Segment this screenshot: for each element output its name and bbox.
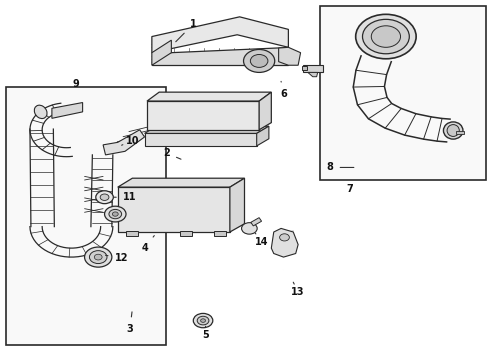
Circle shape: [94, 254, 102, 260]
Text: 6: 6: [280, 81, 286, 99]
Bar: [303, 64, 322, 72]
Text: 8: 8: [325, 162, 353, 172]
Circle shape: [104, 206, 126, 222]
Text: 14: 14: [254, 233, 268, 247]
Text: 4: 4: [141, 235, 154, 253]
Polygon shape: [307, 72, 317, 77]
Bar: [455, 131, 463, 134]
Bar: [302, 66, 306, 69]
Polygon shape: [152, 17, 288, 53]
Text: 2: 2: [163, 148, 181, 159]
Text: 13: 13: [291, 282, 304, 297]
Polygon shape: [259, 92, 271, 130]
Polygon shape: [180, 231, 191, 235]
Polygon shape: [147, 92, 271, 101]
Text: 5: 5: [202, 326, 208, 340]
Circle shape: [370, 26, 400, 47]
Polygon shape: [152, 47, 288, 65]
Circle shape: [241, 223, 257, 234]
Ellipse shape: [34, 105, 47, 118]
Polygon shape: [144, 134, 256, 146]
Polygon shape: [278, 47, 300, 65]
Text: 1: 1: [175, 19, 196, 42]
Polygon shape: [126, 231, 138, 235]
Polygon shape: [229, 178, 244, 232]
Polygon shape: [118, 187, 229, 232]
Polygon shape: [144, 126, 268, 134]
Circle shape: [243, 49, 274, 72]
Polygon shape: [214, 231, 225, 235]
Circle shape: [200, 319, 205, 322]
Circle shape: [96, 191, 113, 204]
Circle shape: [362, 19, 408, 54]
Text: 7: 7: [345, 184, 352, 194]
Circle shape: [84, 247, 112, 267]
Text: 11: 11: [114, 192, 136, 202]
Text: 10: 10: [122, 136, 139, 145]
Bar: [5, 87, 166, 345]
Polygon shape: [52, 103, 82, 118]
Ellipse shape: [443, 122, 462, 139]
Polygon shape: [250, 218, 261, 226]
Bar: [320, 6, 485, 180]
Circle shape: [112, 212, 118, 216]
Polygon shape: [256, 126, 268, 146]
Ellipse shape: [446, 125, 458, 136]
Polygon shape: [103, 130, 144, 155]
Circle shape: [193, 314, 212, 328]
Polygon shape: [118, 178, 244, 187]
Polygon shape: [152, 40, 171, 65]
Text: 3: 3: [126, 312, 133, 334]
Polygon shape: [147, 101, 259, 130]
Circle shape: [100, 194, 109, 201]
Circle shape: [355, 14, 415, 59]
Circle shape: [89, 251, 107, 264]
Text: 9: 9: [73, 79, 80, 89]
Circle shape: [250, 54, 267, 67]
Circle shape: [197, 316, 208, 325]
Circle shape: [279, 234, 289, 241]
Polygon shape: [271, 228, 298, 257]
Text: 12: 12: [105, 253, 128, 263]
Circle shape: [109, 210, 122, 219]
